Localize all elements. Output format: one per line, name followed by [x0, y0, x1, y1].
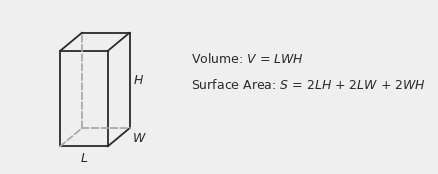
Text: Volume: $\mathit{V}$ = $\mathit{LWH}$: Volume: $\mathit{V}$ = $\mathit{LWH}$: [191, 52, 303, 66]
Text: W: W: [132, 132, 145, 145]
Text: L: L: [80, 152, 87, 164]
Text: Surface Area: $\mathit{S}$ = 2$\mathit{LH}$ + 2$\mathit{LW}$ + 2$\mathit{WH}$: Surface Area: $\mathit{S}$ = 2$\mathit{L…: [191, 78, 425, 92]
Text: H: H: [134, 74, 143, 87]
